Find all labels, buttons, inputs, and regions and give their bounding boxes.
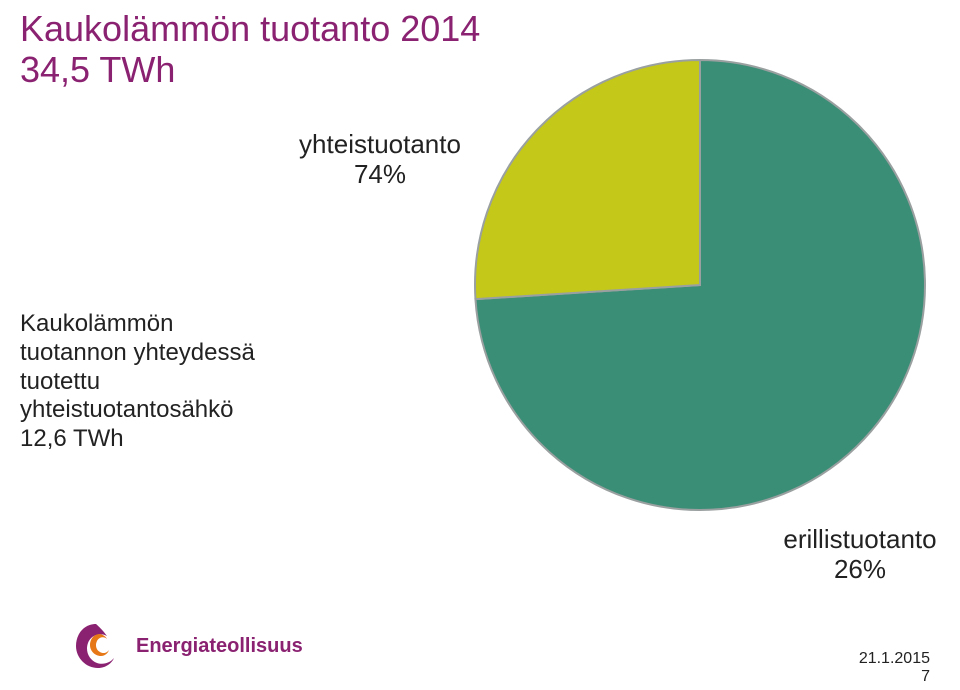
footer-date: 21.1.2015 [859,650,930,668]
pie-chart-svg [470,55,930,515]
side-note-line3: tuotettu [20,368,100,395]
page-title: Kaukolämmön tuotanto 2014 34,5 TWh [20,8,480,91]
swirl-icon [70,620,122,672]
pie-chart [470,55,930,515]
slice-label-text: erillistuotanto [783,524,936,554]
slice-label-percent: 26% [834,554,886,584]
side-note-line5: 12,6 TWh [20,425,124,452]
slice-label-percent: 74% [354,159,406,189]
brand-name: Energiateollisuus [136,635,303,658]
slice-label-erillistuotanto: erillistuotanto 26% [760,525,960,585]
side-note-line2: tuotannon yhteydessä [20,339,255,366]
swirl-inner [90,634,109,656]
slice-label-text: yhteistuotanto [299,129,461,159]
brand-logo: Energiateollisuus [70,620,303,672]
title-line1: Kaukolämmön tuotanto 2014 [20,8,480,49]
slice-label-yhteistuotanto: yhteistuotanto 74% [280,130,480,190]
pie-slice-erillistuotanto [475,60,700,299]
side-note: Kaukolämmön tuotannon yhteydessä tuotett… [20,310,280,454]
title-line2: 34,5 TWh [20,49,480,90]
side-note-line1: Kaukolämmön [20,310,173,337]
side-note-line4: yhteistuotantosähkö [20,396,233,423]
footer-page-number: 7 [921,668,930,686]
